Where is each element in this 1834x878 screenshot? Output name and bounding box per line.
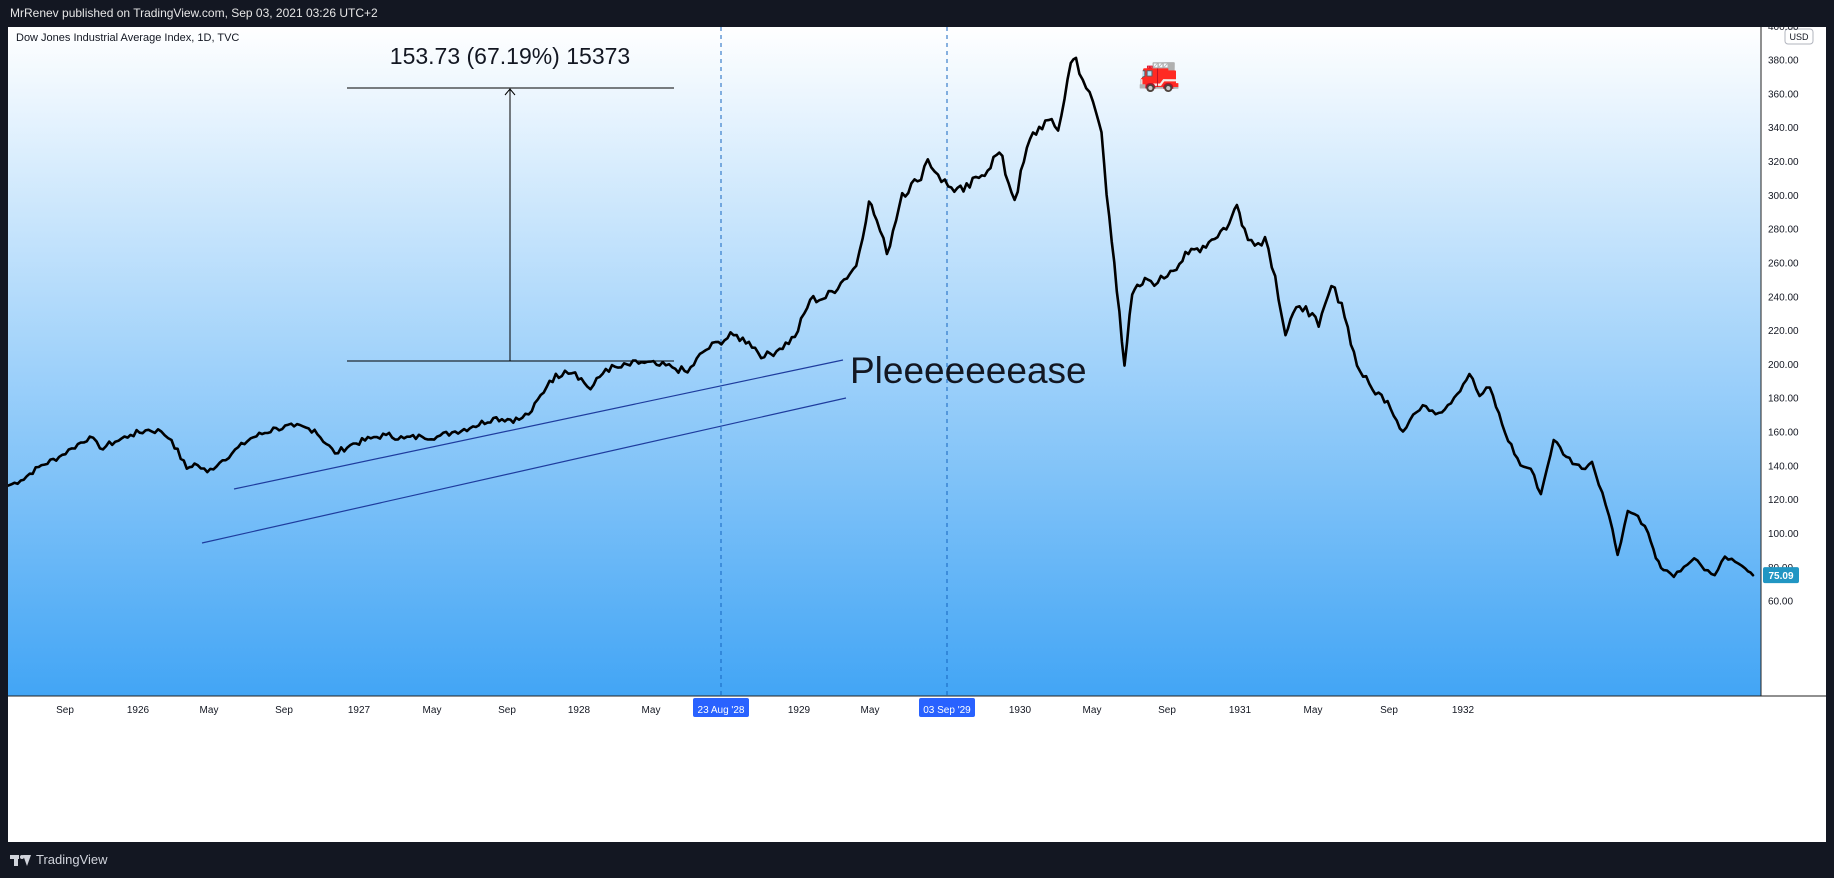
- x-tick-label-15: Sep: [1158, 705, 1176, 716]
- y-tick-label-11: 180.00: [1768, 394, 1799, 405]
- x-axis-ticks: Sep 1926 May Sep 1927 May Sep 1928 May 23 Aug '28…: [56, 698, 1475, 717]
- x-tick-label-1: 1926: [127, 705, 150, 716]
- y-tick-label-6: 280.00: [1768, 225, 1799, 236]
- time-scale[interactable]: [8, 696, 1826, 721]
- x-tick-label-9: 23 Aug '28: [698, 705, 745, 716]
- x-tick-label-18: Sep: [1380, 705, 1398, 716]
- y-tick-label-5: 300.00: [1768, 191, 1799, 202]
- y-tick-label-7: 260.00: [1768, 259, 1799, 270]
- x-tick-label-12: 03 Sep '29: [923, 705, 971, 716]
- chart-svg: Dow Jones Industrial Average Index, 1D, …: [6, 22, 1826, 721]
- x-tick-label-11: May: [861, 705, 880, 716]
- y-tick-label-12: 160.00: [1768, 428, 1799, 439]
- y-tick-label-17: 60.00: [1768, 597, 1793, 608]
- date-badge-12: [919, 698, 975, 717]
- x-tick-label-3: Sep: [275, 705, 293, 716]
- fire-truck-emoji: 🚒: [1138, 55, 1180, 93]
- y-tick-label-2: 360.00: [1768, 89, 1799, 100]
- y-tick-label-13: 140.00: [1768, 461, 1799, 472]
- tradingview-logo-icon: [10, 853, 31, 867]
- publish-header: MrRenev published on TradingView.com, Se…: [0, 0, 1834, 27]
- last-price-badge: [1763, 567, 1799, 584]
- x-tick-label-14: May: [1083, 705, 1102, 716]
- x-tick-label-0: Sep: [56, 705, 74, 716]
- date-badge-9: [693, 698, 749, 717]
- note-text: Pleeeeeeease: [850, 350, 1087, 391]
- x-tick-label-10: 1929: [788, 705, 811, 716]
- y-tick-label-9: 220.00: [1768, 326, 1799, 337]
- footer-bar: TradingView: [0, 842, 1834, 878]
- axis-badges: 75.09: [1763, 567, 1799, 584]
- measure-label: 153.73 (67.19%) 15373: [390, 43, 630, 69]
- y-axis-ticks: 400.00 380.00 360.00 340.00 320.00 300.00 280.…: [1768, 22, 1799, 608]
- trend-channel-upper[interactable]: [233, 359, 844, 490]
- y-tick-label-14: 120.00: [1768, 495, 1799, 506]
- tradingview-brand: TradingView: [36, 852, 108, 867]
- y-tick-label-4: 320.00: [1768, 157, 1799, 168]
- publish-line: MrRenev published on TradingView.com, Se…: [10, 6, 378, 20]
- x-tick-label-13: 1930: [1009, 705, 1032, 716]
- y-tick-label-0: 400.00: [1768, 27, 1799, 33]
- x-tick-label-4: 1927: [348, 705, 371, 716]
- y-tick-label-15: 100.00: [1768, 529, 1799, 540]
- tradingview-logo[interactable]: TradingView: [10, 852, 108, 867]
- x-tick-label-5: May: [423, 705, 442, 716]
- y-tick-label-3: 340.00: [1768, 123, 1799, 134]
- x-tick-label-6: Sep: [498, 705, 516, 716]
- x-tick-label-17: May: [1304, 705, 1323, 716]
- measure-arrow-head: [504, 88, 516, 96]
- dow-price-line[interactable]: [6, 56, 1755, 579]
- trend-channel[interactable]: [201, 359, 847, 544]
- y-tick-label-8: 240.00: [1768, 292, 1799, 303]
- currency-badge[interactable]: [1784, 28, 1814, 45]
- chart-title: Dow Jones Industrial Average Index, 1D, …: [16, 32, 239, 44]
- price-scale[interactable]: [1761, 27, 1826, 696]
- x-tick-label-16: 1931: [1229, 705, 1252, 716]
- trend-channel-lower[interactable]: [201, 397, 847, 544]
- chart-frame: Dow Jones Industrial Average Index, 1D, …: [6, 22, 1826, 842]
- x-tick-label-19: 1932: [1452, 705, 1475, 716]
- y-tick-label-10: 200.00: [1768, 360, 1799, 371]
- plot-area[interactable]: [8, 27, 1761, 696]
- price-range-measure[interactable]: 153.73 (67.19%) 15373: [347, 43, 674, 362]
- x-tick-label-7: 1928: [568, 705, 591, 716]
- x-tick-label-2: May: [200, 705, 219, 716]
- currency-label: USD: [1789, 32, 1809, 42]
- x-tick-label-8: May: [642, 705, 661, 716]
- y-tick-label-1: 380.00: [1768, 56, 1799, 67]
- last-price-label: 75.09: [1768, 571, 1793, 582]
